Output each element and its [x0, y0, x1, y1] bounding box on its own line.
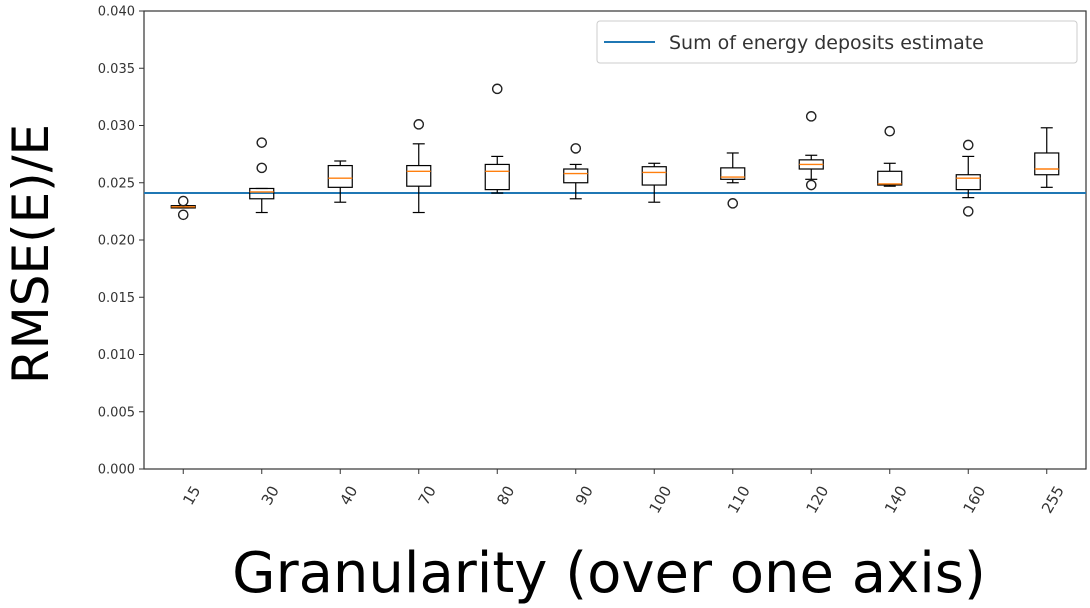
- x-tick-label: 70: [415, 483, 440, 509]
- outlier-point: [727, 198, 739, 209]
- y-tick-label: 0.010: [98, 348, 135, 363]
- x-tick-label: 15: [179, 483, 204, 509]
- y-tick-label: 0.035: [98, 62, 135, 77]
- outlier-point: [413, 119, 425, 130]
- x-tick-label: 255: [1038, 483, 1068, 517]
- outlier-point: [570, 143, 582, 154]
- outlier-point: [491, 83, 503, 95]
- outlier-point: [962, 206, 974, 217]
- x-tick-label: 40: [336, 483, 361, 509]
- y-tick-label: 0.015: [98, 291, 135, 306]
- box: [327, 164, 353, 188]
- y-tick-label: 0.005: [98, 405, 135, 420]
- box: [877, 170, 903, 186]
- box: [1034, 152, 1060, 176]
- outlier-point: [962, 139, 974, 151]
- x-tick-label: 80: [493, 483, 518, 509]
- x-tick-label: 120: [802, 483, 832, 517]
- plot-frame: [143, 10, 1087, 470]
- y-tick-label: 0.000: [98, 463, 135, 478]
- x-tick-label: 30: [258, 483, 283, 509]
- outlier-point: [256, 162, 268, 174]
- outlier-point: [805, 179, 817, 191]
- box: [484, 163, 510, 191]
- y-tick-label: 0.040: [98, 5, 135, 20]
- box: [641, 166, 667, 186]
- box: [249, 187, 275, 200]
- x-tick-label: 90: [572, 483, 597, 509]
- outlier-point: [884, 125, 896, 137]
- y-axis-title: RMSE(E)/E: [2, 124, 60, 384]
- outlier-point: [805, 111, 817, 122]
- box: [406, 164, 432, 187]
- box: [955, 174, 981, 191]
- y-tick-label: 0.020: [98, 234, 135, 249]
- x-tick-label: 100: [645, 483, 675, 517]
- outlier-point: [177, 195, 189, 207]
- x-tick-label: 110: [724, 483, 754, 517]
- y-tick-label: 0.025: [98, 176, 135, 191]
- y-tick-label: 0.030: [98, 119, 135, 134]
- box: [720, 167, 746, 180]
- x-tick-label: 140: [881, 483, 911, 517]
- x-axis-title: Granularity (over one axis): [232, 541, 986, 606]
- x-tick-label: 160: [959, 483, 989, 517]
- outlier-point: [256, 137, 268, 148]
- outlier-point: [177, 209, 189, 221]
- legend-label: Sum of energy deposits estimate: [669, 32, 984, 54]
- box: [563, 168, 589, 184]
- legend-box: [596, 20, 1078, 64]
